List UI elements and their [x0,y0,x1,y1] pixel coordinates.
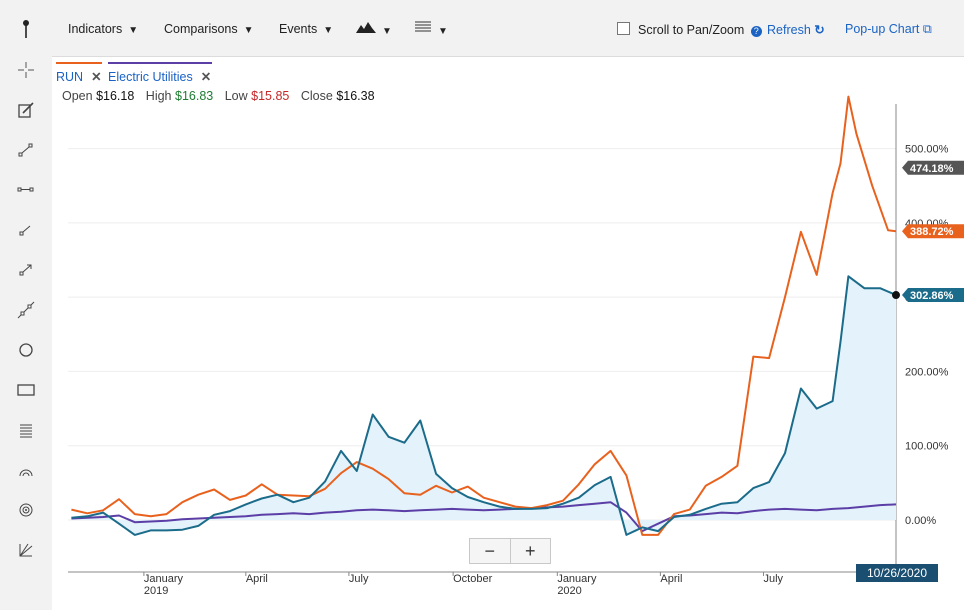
value-flag-label: 474.18% [910,163,954,175]
extended-line-icon[interactable] [10,297,42,323]
high-value: $16.83 [175,89,214,103]
display-options-menu[interactable]: ▼ [414,20,448,37]
zoom-controls: − + [469,538,551,564]
y-tick-label: 500.00% [905,144,949,156]
circle-icon[interactable] [10,337,42,363]
popup-chart-label: Pop-up Chart [845,22,920,36]
electric-utilities-series-tab[interactable]: Electric Utilities ✕ [108,62,212,84]
events-menu[interactable]: Events ▼ [279,22,333,36]
remove-run-icon[interactable]: ✕ [91,70,102,84]
zoom-out-button[interactable]: − [470,539,511,563]
indicators-label: Indicators [68,22,123,36]
ray-icon[interactable] [10,217,42,243]
arrow-line-icon[interactable] [10,257,42,283]
chevron-down-icon: ▼ [128,25,139,36]
comparisons-menu[interactable]: Comparisons ▼ [164,22,254,36]
x-tick-label: July [763,573,783,585]
chevron-down-icon: ▼ [438,26,448,37]
chart-type-menu[interactable]: ▼ [356,20,392,37]
ohlc-readout: Open $16.18 High $16.83 Low $15.85 Close… [62,89,383,103]
series-line [71,275,897,536]
checkbox-icon[interactable] [617,22,630,35]
popup-icon: ⧉ [922,22,932,36]
zoom-in-button[interactable]: + [524,540,536,561]
chart-toolbar: Indicators ▼ Comparisons ▼ Events ▼ ▼ ▼ Scr… [52,0,964,57]
run-series-tab[interactable]: RUN ✕ [56,62,102,84]
x-tick-label: April [660,573,682,585]
value-flag-label: 388.72% [910,226,954,238]
drawing-tools-sidebar [0,0,52,610]
value-flag-label: 302.86% [910,290,954,302]
value-flag [902,224,964,239]
popup-chart-button[interactable]: Pop-up Chart ⧉ [845,22,932,37]
events-label: Events [279,22,318,36]
horizontal-segment-icon[interactable] [10,177,42,203]
low-value: $15.85 [251,89,290,103]
fibonacci-lines-icon[interactable] [10,417,42,443]
chevron-down-icon: ▼ [323,25,334,36]
x-tick-label: January [557,573,597,585]
rectangle-icon[interactable] [10,377,42,403]
mountain-chart-icon [356,22,376,33]
pin-icon[interactable] [10,16,42,42]
series-legend: RUN ✕ Electric Utilities ✕ [52,56,912,84]
run-series-label: RUN [56,70,84,84]
chevron-down-icon: ▼ [243,25,254,36]
note-edit-icon[interactable] [10,97,42,123]
comparisons-label: Comparisons [164,22,238,36]
last-point-marker [892,291,900,300]
line-segment-icon[interactable] [10,137,42,163]
y-tick-label: 200.00% [905,366,949,378]
electric-utilities-label: Electric Utilities [108,70,193,84]
arc-icon[interactable] [10,457,42,483]
refresh-button[interactable]: Refresh ↻ [767,22,825,37]
help-icon[interactable]: ? [750,26,762,37]
chevron-down-icon: ▼ [382,26,392,37]
crosshair-icon[interactable] [10,57,42,83]
close-value: $16.38 [336,89,375,103]
x-tick-year-label: 2019 [144,585,168,597]
indicators-menu[interactable]: Indicators ▼ [68,22,138,36]
close-label: Close [300,89,333,103]
x-tick-year-label: 2020 [557,585,581,597]
scroll-to-pan-label: Scroll to Pan/Zoom [638,23,745,37]
remove-electric-utilities-icon[interactable]: ✕ [200,70,212,84]
scroll-to-pan-toggle[interactable]: Scroll to Pan/Zoom ? [617,22,762,37]
target-icon[interactable] [10,497,42,523]
y-tick-label: 100.00% [905,441,949,453]
low-label: Low [224,89,248,103]
series-line [71,95,897,536]
value-flag [902,160,964,175]
refresh-label: Refresh [767,23,811,37]
lines-icon [415,21,431,32]
value-flag [902,288,964,303]
refresh-icon: ↻ [814,23,825,37]
x-tick-label: April [246,573,268,585]
x-tick-label: January [144,573,184,585]
open-label: Open [62,89,93,103]
high-label: High [145,89,172,103]
current-date-label: 10/26/2020 [856,564,938,582]
fan-lines-icon[interactable] [10,537,42,563]
open-value: $16.18 [96,89,135,103]
y-tick-label: 0.00% [905,515,936,527]
area-fill [71,276,897,535]
x-tick-label: October [453,573,492,585]
x-tick-label: July [349,573,369,585]
